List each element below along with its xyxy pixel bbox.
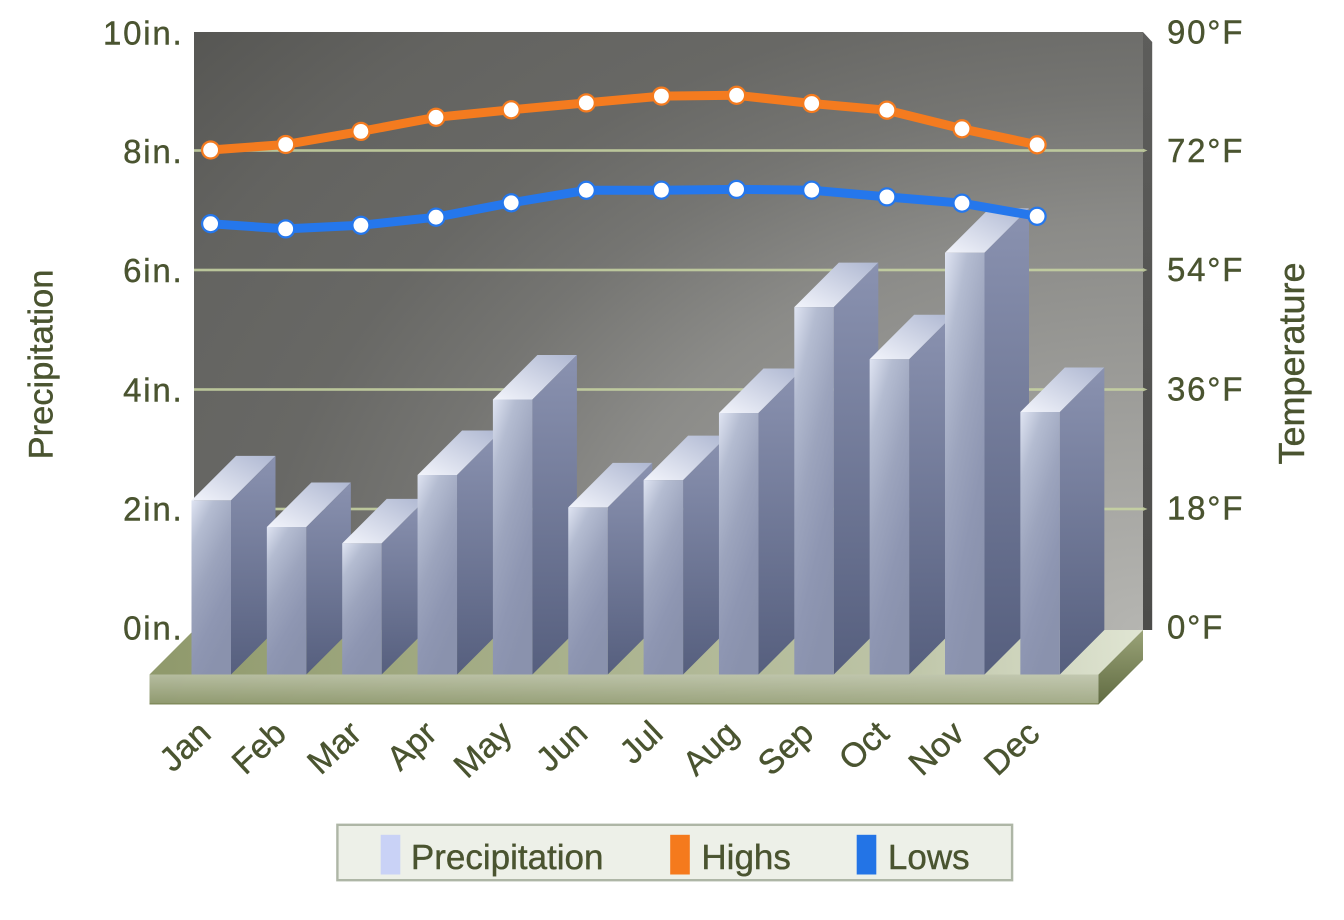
svg-text:Precipitation: Precipitation [23,270,61,460]
svg-text:Sep: Sep [751,714,821,783]
svg-text:Lows: Lows [888,838,970,877]
svg-text:10in.: 10in. [103,15,184,52]
svg-text:18°F: 18°F [1167,490,1244,527]
svg-text:Jul: Jul [613,714,671,771]
svg-text:54°F: 54°F [1167,251,1244,288]
svg-text:May: May [447,714,520,786]
svg-text:Temperature: Temperature [1271,262,1312,464]
svg-text:4in.: 4in. [123,372,183,409]
svg-text:Jan: Jan [152,714,218,779]
svg-text:2in.: 2in. [123,491,183,528]
svg-text:8in.: 8in. [123,133,183,170]
svg-text:Precipitation: Precipitation [411,838,604,877]
svg-text:Aug: Aug [675,714,745,783]
svg-text:72°F: 72°F [1167,132,1244,169]
svg-text:Feb: Feb [225,714,294,782]
svg-text:Dec: Dec [977,714,1047,783]
svg-text:Apr: Apr [380,714,445,778]
svg-text:Nov: Nov [902,714,972,783]
svg-text:Oct: Oct [832,714,897,778]
svg-text:0°F: 0°F [1167,609,1224,646]
svg-text:90°F: 90°F [1167,14,1244,51]
svg-text:0in.: 0in. [123,610,183,647]
svg-text:Jun: Jun [529,714,595,779]
svg-text:Mar: Mar [300,714,369,782]
svg-text:36°F: 36°F [1167,371,1244,408]
svg-text:6in.: 6in. [123,252,183,289]
svg-text:Highs: Highs [701,838,791,877]
